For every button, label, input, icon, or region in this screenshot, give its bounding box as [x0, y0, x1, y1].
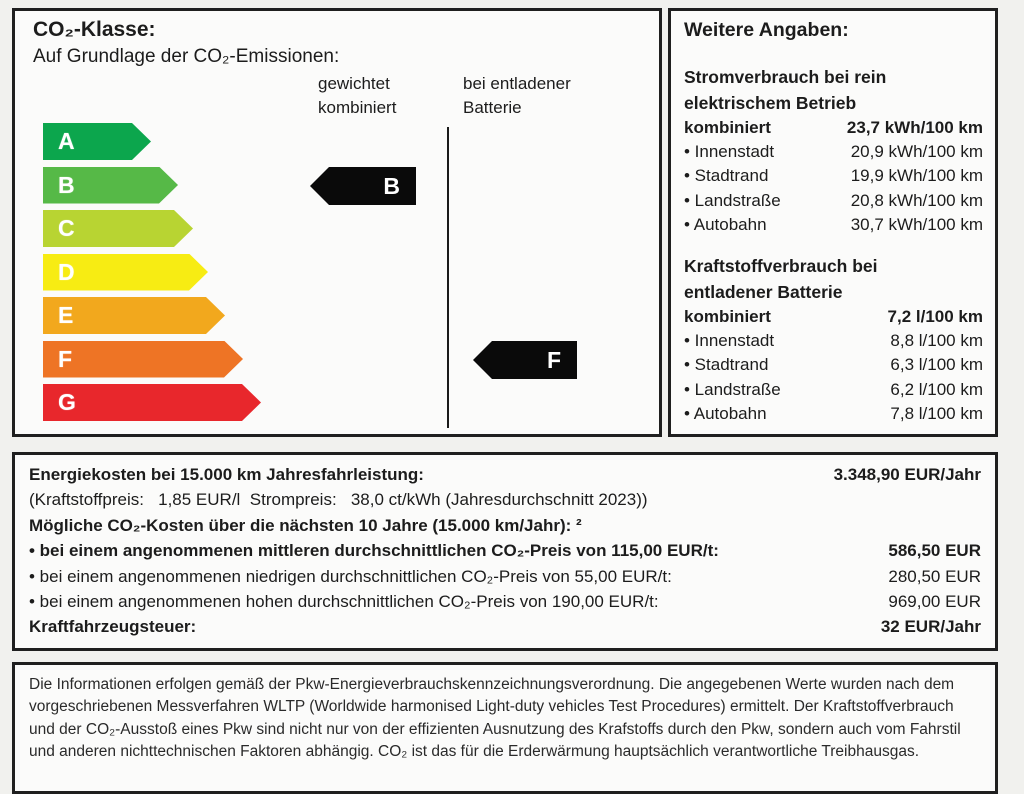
column-header-depleted-battery: bei entladener Batterie	[463, 74, 571, 117]
class-letter: C	[58, 215, 75, 241]
class-letter: G	[58, 389, 76, 415]
class-letter: F	[58, 345, 73, 372]
class-letter: D	[58, 258, 75, 285]
cost-row-kraftfahrzeugsteuer: Kraftfahrzeugsteuer: 32 EUR/Jahr	[29, 617, 981, 637]
class-arrow-a: A	[43, 123, 151, 160]
class-arrow-e: E	[43, 297, 225, 334]
consumption-row: • Innenstadt 8,8 l/100 km	[684, 331, 983, 351]
consumption-row: kombiniert 7,2 l/100 km	[684, 307, 983, 327]
class-arrow-c: C	[43, 210, 193, 247]
consumption-row: • Autobahn 30,7 kWh/100 km	[684, 214, 983, 234]
cost-row-niedriger-preis: • bei einem angenommenen niedrigen durch…	[29, 566, 981, 586]
class-letter: A	[58, 128, 75, 154]
class-arrow-g: G	[43, 384, 261, 421]
consumption-row: • Innenstadt 20,9 kWh/100 km	[684, 142, 983, 162]
class-letter: E	[58, 302, 74, 328]
class-letter: B	[58, 171, 75, 198]
co2-class-subtitle: Auf Grundlage der CO₂-Emissionen:	[33, 46, 340, 67]
weitere-angaben-panel: Weitere Angaben: Stromverbrauch bei rein…	[668, 8, 998, 437]
class-arrow-f: F	[43, 341, 243, 378]
consumption-row: • Landstraße 6,2 l/100 km	[684, 379, 983, 399]
consumption-row: • Stadtrand 6,3 l/100 km	[684, 355, 983, 375]
consumption-row: • Landstraße 20,8 kWh/100 km	[684, 190, 983, 210]
consumption-row: • Stadtrand 19,9 kWh/100 km	[684, 166, 983, 186]
legal-footnote-text: Die Informationen erfolgen gemäß der Pkw…	[29, 676, 961, 760]
cost-row-hoher-preis: • bei einem angenommenen hohen durchschn…	[29, 592, 981, 612]
cost-row-energiekosten: Energiekosten bei 15.000 km Jahresfahrle…	[29, 465, 981, 484]
class-arrow-b: B	[43, 167, 178, 204]
cost-row-mittlerer-preis: • bei einem angenommenen mittleren durch…	[29, 541, 981, 561]
energy-costs-panel: Energiekosten bei 15.000 km Jahresfahrle…	[12, 452, 998, 651]
depleted-battery-class-indicator-arrow: F	[473, 341, 577, 379]
co2-class-panel: CO₂-Klasse: Auf Grundlage der CO₂-Emissi…	[12, 8, 662, 437]
legal-footnote-panel: Die Informationen erfolgen gemäß der Pkw…	[12, 662, 998, 794]
co2-class-title: CO₂-Klasse:	[33, 18, 156, 41]
weitere-angaben-title: Weitere Angaben:	[684, 19, 849, 41]
consumption-row: • Autobahn 7,8 l/100 km	[684, 403, 983, 423]
column-header-weighted-combined: gewichtet kombiniert	[318, 74, 397, 117]
cost-row-preise: (Kraftstoffpreis: 1,85 EUR/l Strompreis:…	[29, 490, 648, 510]
electric-consumption-section: Stromverbrauch bei rein elektrischem Bet…	[684, 64, 983, 237]
weighted-combined-class-indicator-arrow: B	[310, 167, 416, 205]
fuel-consumption-section: Kraftstoffverbrauch bei entladener Batte…	[684, 253, 983, 426]
column-divider-line	[447, 127, 449, 428]
class-arrow-d: D	[43, 254, 208, 291]
consumption-row: kombiniert 23,7 kWh/100 km	[684, 118, 983, 137]
cost-row-co2-kosten-heading: Mögliche CO₂-Kosten über die nächsten 10…	[29, 515, 582, 535]
